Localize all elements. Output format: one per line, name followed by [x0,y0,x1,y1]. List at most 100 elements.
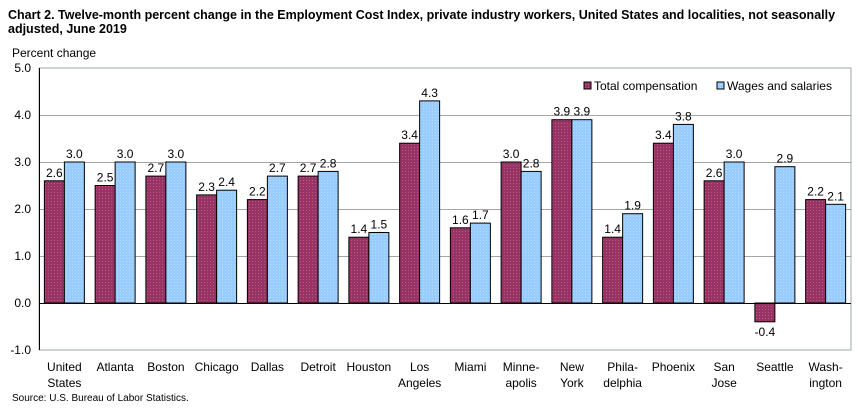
bar-wages-and-salaries [216,189,238,304]
data-label: -0.4 [755,325,776,339]
bar-total-compensation [805,199,827,304]
bar-total-compensation [551,119,573,304]
y-tick-label: 0.0 [14,296,31,310]
bar-total-compensation [43,180,65,304]
chart-title: Chart 2. Twelve-month percent change in … [8,8,836,36]
x-tick-label: Dallas [251,360,284,374]
x-tick-label: Angeles [398,376,441,390]
data-label: 3.4 [401,128,418,142]
data-label: 2.3 [198,180,215,194]
bar-total-compensation [246,199,268,304]
bar-total-compensation [652,142,674,304]
y-axis-label: Percent change [12,46,97,60]
bar-total-compensation [145,175,167,304]
bar-wages-and-salaries [469,222,491,304]
bar-total-compensation [94,185,116,304]
data-label: 1.7 [472,208,489,222]
x-tick-label: Seattle [756,360,794,374]
bar-total-compensation [399,142,421,304]
y-tick-label: 4.0 [14,108,31,122]
data-label: 3.0 [726,147,743,161]
x-tick-label: Wash- [809,360,843,374]
data-label: 1.4 [351,222,368,236]
data-label: 2.9 [777,152,794,166]
y-tick-label: 2.0 [14,202,31,216]
data-label: 2.4 [218,175,235,189]
data-label: 2.8 [320,156,337,170]
x-tick-label: apolis [505,376,536,390]
x-tick-label: Jose [711,376,737,390]
data-label: 2.7 [148,161,165,175]
x-tick-label: delphia [603,376,642,390]
x-tick-label: Atlanta [96,360,134,374]
data-label: 3.0 [168,147,185,161]
x-tick-label: United [47,360,82,374]
x-tick-label: Miami [454,360,486,374]
data-label: 2.2 [807,185,824,199]
bar-total-compensation [500,161,522,304]
source-note: Source: U.S. Bureau of Labor Statistics. [12,393,189,404]
bar-wages-and-salaries [419,100,441,304]
data-label: 2.7 [300,161,317,175]
bar-total-compensation [348,236,370,304]
bar-wages-and-salaries [672,123,694,304]
data-label: 2.6 [706,166,723,180]
data-label: 2.2 [249,185,266,199]
x-tick-label: York [560,376,585,390]
bar-wages-and-salaries [825,203,847,304]
data-label: 3.0 [117,147,134,161]
data-label: 1.6 [452,213,469,227]
legend-swatch [583,81,592,90]
x-tick-label: States [47,376,81,390]
bar-wages-and-salaries [774,166,796,304]
data-label: 2.7 [269,161,286,175]
x-tick-label: New [560,360,584,374]
y-tick-label: 5.0 [14,61,31,75]
bar-wages-and-salaries [317,170,339,304]
data-label: 4.3 [421,86,438,100]
x-tick-label: Boston [147,360,184,374]
data-label: 2.6 [46,166,63,180]
bar-total-compensation [703,180,725,304]
legend-swatch [716,81,725,90]
bar-total-compensation [449,227,471,304]
x-tick-label: Minne- [503,360,540,374]
x-tick-label: San [713,360,734,374]
x-tick-label: Phila- [607,360,638,374]
data-label: 2.5 [97,171,114,185]
bar-wages-and-salaries [723,161,745,304]
bar-total-compensation [602,236,624,304]
bar-wages-and-salaries [368,232,390,304]
y-tick-label: 1.0 [14,249,31,263]
bar-total-compensation [196,194,218,304]
data-label: 3.0 [503,147,520,161]
data-label: 3.0 [66,147,83,161]
data-label: 3.9 [574,105,591,119]
legend-label: Total compensation [594,79,697,93]
data-label: 3.4 [655,128,672,142]
data-label: 1.5 [371,218,388,232]
y-tick-label: -1.0 [10,343,31,357]
x-tick-label: Chicago [195,360,239,374]
bar-wages-and-salaries [266,175,288,304]
legend-label: Wages and salaries [727,79,832,93]
bar-wages-and-salaries [571,119,593,304]
data-label: 2.1 [827,189,844,203]
data-label: 2.8 [523,156,540,170]
data-label: 3.8 [675,109,692,123]
x-tick-label: Detroit [300,360,336,374]
data-label: 1.9 [624,199,641,213]
x-tick-label: Phoenix [652,360,695,374]
bar-wages-and-salaries [622,213,644,304]
data-label: 3.9 [554,105,571,119]
x-tick-label: Houston [347,360,392,374]
bar-wages-and-salaries [520,170,542,304]
x-tick-label: ington [809,376,842,390]
bar-wages-and-salaries [114,161,136,304]
bar-wages-and-salaries [165,161,187,304]
data-label: 1.4 [604,222,621,236]
bar-wages-and-salaries [63,161,85,304]
bar-total-compensation [754,302,776,323]
x-tick-label: Los [410,360,429,374]
